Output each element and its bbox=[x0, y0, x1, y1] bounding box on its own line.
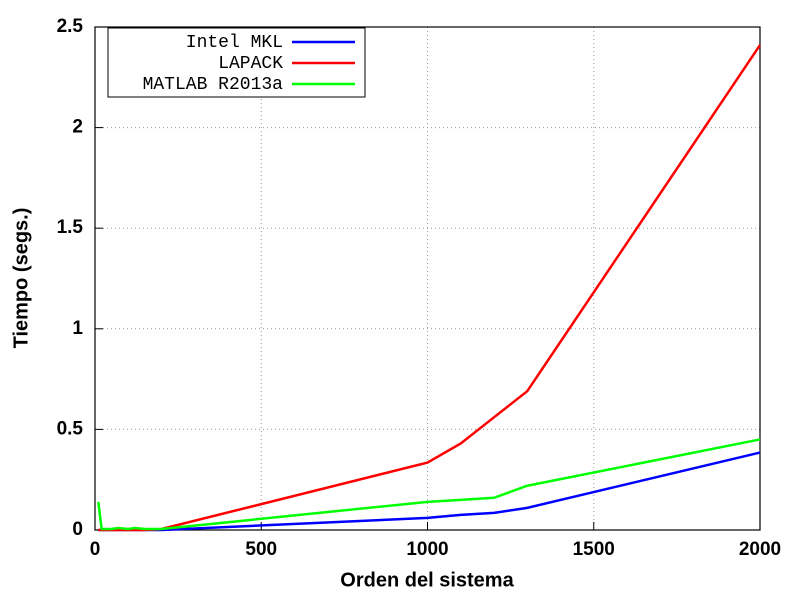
plot-frame bbox=[94, 26, 761, 531]
series-line bbox=[97, 438, 761, 531]
x-tick-label: 500 bbox=[245, 539, 277, 560]
x-tick-label: 2000 bbox=[739, 539, 781, 560]
x-tick-label: 1500 bbox=[573, 539, 615, 560]
legend-label: Intel MKL bbox=[186, 33, 283, 53]
y-tick-label: 2 bbox=[72, 117, 83, 138]
x-tick-label: 0 bbox=[90, 539, 101, 560]
legend-label: MATLAB R2013a bbox=[143, 75, 284, 95]
x-axis-label: Orden del sistema bbox=[340, 569, 514, 591]
y-tick-label: 0 bbox=[72, 519, 83, 540]
y-tick-label: 2.5 bbox=[57, 16, 84, 37]
legend-label: LAPACK bbox=[218, 54, 283, 74]
x-tick-label: 1000 bbox=[406, 539, 448, 560]
y-tick-label: 0.5 bbox=[57, 418, 84, 439]
series-line bbox=[98, 44, 762, 532]
series-line bbox=[98, 451, 761, 532]
y-axis-label: Tiempo (segs.) bbox=[10, 208, 32, 349]
y-tick-label: 1.5 bbox=[57, 217, 84, 238]
y-tick-label: 1 bbox=[72, 318, 83, 339]
